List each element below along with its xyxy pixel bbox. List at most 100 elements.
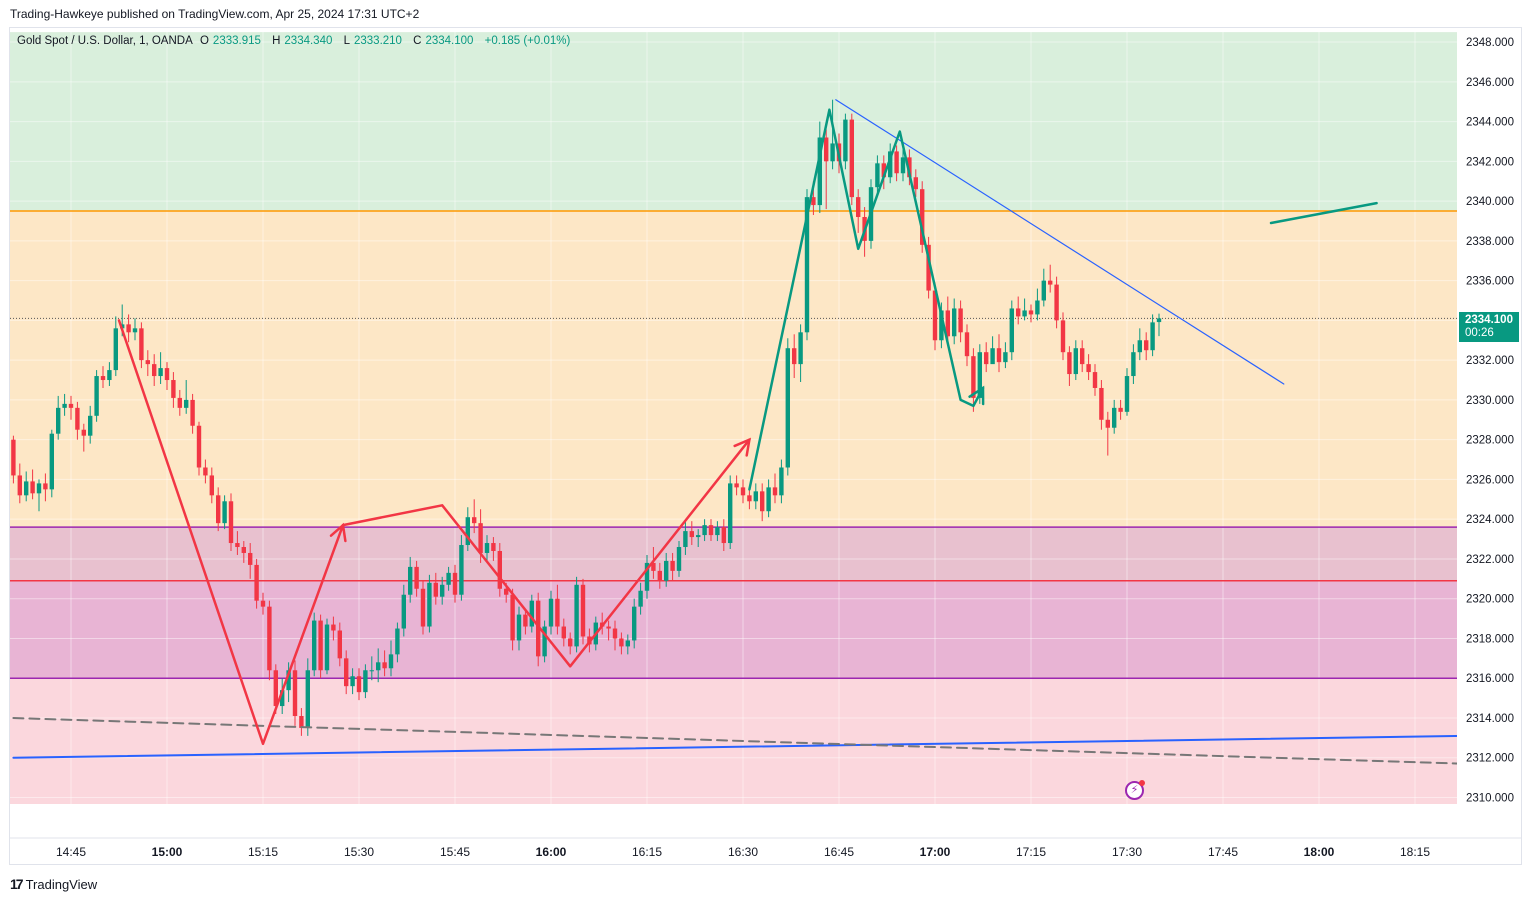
- candle[interactable]: [235, 543, 240, 548]
- candle[interactable]: [356, 676, 362, 693]
- candle[interactable]: [75, 407, 80, 430]
- candle[interactable]: [619, 638, 624, 647]
- candle[interactable]: [580, 584, 586, 637]
- candle[interactable]: [881, 163, 886, 178]
- candle[interactable]: [260, 600, 266, 607]
- candle[interactable]: [1086, 364, 1091, 373]
- candle[interactable]: [830, 143, 835, 162]
- candle[interactable]: [689, 531, 694, 538]
- candle[interactable]: [152, 364, 157, 377]
- candle[interactable]: [664, 560, 669, 581]
- candle[interactable]: [1060, 320, 1066, 353]
- candle[interactable]: [817, 137, 822, 206]
- candle[interactable]: [529, 600, 534, 627]
- candle[interactable]: [625, 640, 630, 647]
- candle[interactable]: [113, 328, 118, 371]
- candle[interactable]: [1028, 310, 1034, 315]
- candle[interactable]: [36, 483, 42, 494]
- candle[interactable]: [446, 572, 451, 585]
- candle[interactable]: [344, 658, 349, 687]
- candle[interactable]: [651, 562, 656, 571]
- candle[interactable]: [1041, 280, 1046, 301]
- candle[interactable]: [318, 620, 323, 671]
- candle[interactable]: [433, 582, 438, 597]
- price-axis[interactable]: [1457, 28, 1521, 864]
- candle[interactable]: [196, 425, 202, 468]
- candle[interactable]: [292, 670, 298, 716]
- candle[interactable]: [536, 600, 541, 657]
- candle[interactable]: [273, 670, 278, 707]
- candle[interactable]: [484, 543, 490, 553]
- candle[interactable]: [62, 403, 67, 408]
- candle[interactable]: [414, 566, 419, 589]
- candle[interactable]: [964, 332, 970, 357]
- candle[interactable]: [184, 399, 189, 408]
- candle[interactable]: [1144, 340, 1149, 351]
- candle[interactable]: [1067, 352, 1072, 375]
- trendline-6[interactable]: [1269, 201, 1378, 225]
- candle[interactable]: [971, 356, 976, 398]
- candle[interactable]: [81, 429, 86, 436]
- candle[interactable]: [139, 328, 144, 361]
- candle[interactable]: [894, 151, 899, 174]
- candle[interactable]: [1099, 387, 1104, 420]
- candle[interactable]: [286, 670, 291, 691]
- candle[interactable]: [382, 662, 387, 669]
- candle[interactable]: [228, 501, 234, 544]
- candle[interactable]: [632, 606, 637, 641]
- candle[interactable]: [888, 151, 893, 178]
- candle[interactable]: [926, 244, 931, 291]
- candle[interactable]: [561, 626, 566, 639]
- candle[interactable]: [1092, 372, 1098, 388]
- candle[interactable]: [676, 547, 682, 571]
- candle[interactable]: [510, 594, 515, 641]
- candle[interactable]: [1137, 340, 1142, 353]
- candle[interactable]: [350, 676, 355, 687]
- candle[interactable]: [785, 348, 790, 468]
- candle[interactable]: [670, 560, 675, 571]
- candle[interactable]: [516, 614, 522, 641]
- candle[interactable]: [913, 177, 918, 190]
- candle[interactable]: [472, 517, 477, 524]
- candle[interactable]: [126, 324, 131, 333]
- tradingview-brand[interactable]: 17 TradingView: [10, 876, 97, 892]
- candle[interactable]: [49, 433, 54, 490]
- candle[interactable]: [1156, 318, 1162, 323]
- candle[interactable]: [798, 332, 803, 365]
- candle[interactable]: [555, 598, 560, 627]
- candle[interactable]: [299, 715, 304, 728]
- candle[interactable]: [1048, 280, 1053, 285]
- candle[interactable]: [497, 550, 502, 589]
- candle[interactable]: [1112, 407, 1117, 428]
- candle[interactable]: [683, 531, 688, 548]
- candle[interactable]: [267, 606, 272, 671]
- candle[interactable]: [977, 352, 982, 398]
- candle[interactable]: [657, 570, 662, 581]
- candle[interactable]: [753, 491, 758, 502]
- candle[interactable]: [190, 399, 195, 426]
- candle[interactable]: [638, 590, 643, 607]
- candle[interactable]: [721, 527, 726, 544]
- candle[interactable]: [369, 670, 374, 672]
- candle[interactable]: [932, 290, 938, 341]
- candle[interactable]: [1124, 376, 1130, 412]
- candle[interactable]: [56, 407, 61, 434]
- candle[interactable]: [478, 523, 483, 553]
- candle[interactable]: [331, 624, 336, 631]
- candle[interactable]: [11, 439, 16, 476]
- candle[interactable]: [17, 475, 22, 496]
- candle[interactable]: [1080, 348, 1085, 365]
- candle[interactable]: [779, 467, 784, 496]
- candle[interactable]: [1054, 284, 1059, 321]
- candle[interactable]: [875, 163, 880, 188]
- candle[interactable]: [523, 614, 528, 627]
- candle[interactable]: [395, 628, 400, 655]
- candle[interactable]: [305, 670, 310, 728]
- candle[interactable]: [280, 690, 285, 707]
- candle[interactable]: [984, 352, 989, 365]
- candle[interactable]: [696, 535, 701, 538]
- candle[interactable]: [1022, 310, 1027, 317]
- candle[interactable]: [907, 157, 912, 178]
- candle[interactable]: [708, 525, 714, 536]
